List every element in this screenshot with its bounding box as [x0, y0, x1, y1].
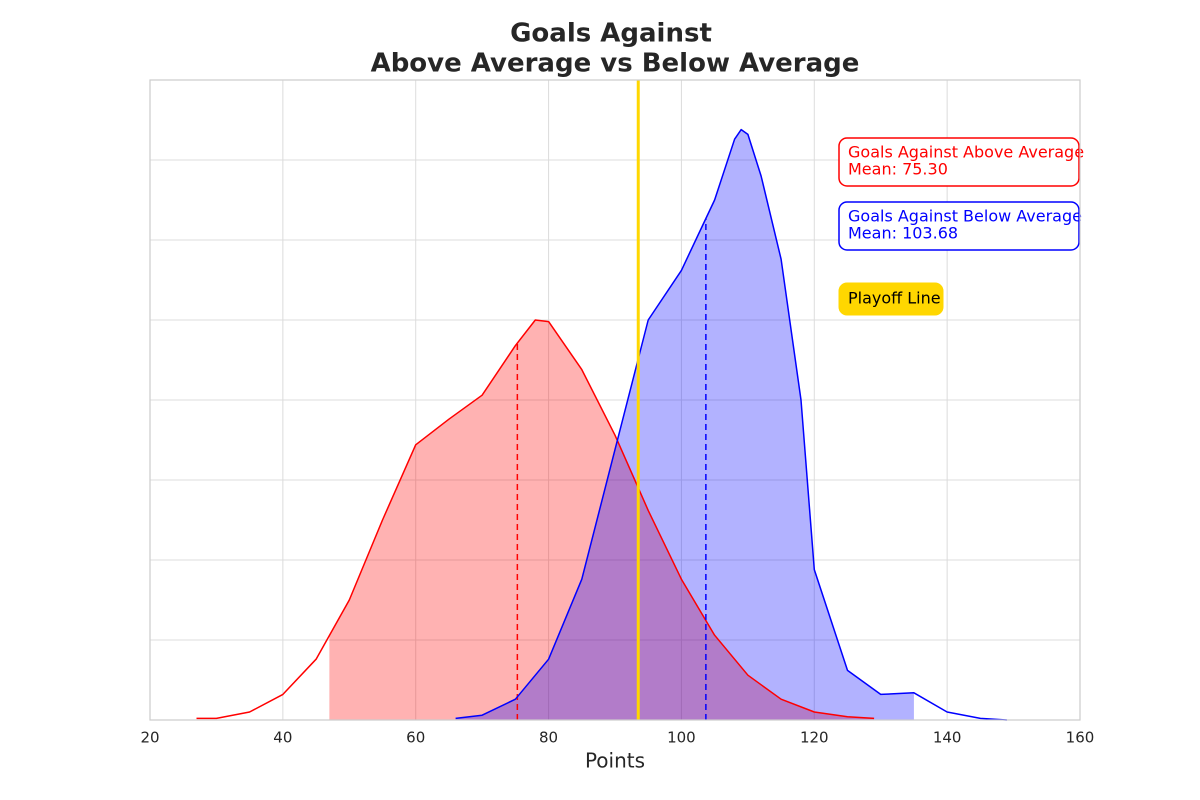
annotation-name: Goals Against Above Average [848, 143, 1084, 162]
annotation-box [838, 282, 944, 316]
annotation-playoff: Playoff Line [848, 289, 941, 308]
density-line [196, 319, 875, 720]
chart-title: Goals Against [510, 19, 712, 49]
x-axis-label: Points [585, 749, 645, 773]
annotation-name: Goals Against Below Average [848, 207, 1082, 226]
x-tick-label: 40 [273, 729, 292, 747]
x-tick-label: 60 [406, 729, 425, 747]
annotation-box [838, 137, 1080, 187]
annotation-box [838, 201, 1080, 251]
x-tick-label: 20 [140, 729, 159, 747]
plot-frame [149, 79, 1081, 721]
annotation-mean: Mean: 75.30 [848, 160, 948, 179]
density-line [455, 128, 1007, 721]
density-fill [455, 129, 914, 720]
density-fill [329, 320, 875, 720]
x-tick-label: 120 [800, 729, 829, 747]
chart-title: Above Average vs Below Average [371, 49, 860, 79]
annotation-mean: Mean: 103.68 [848, 224, 958, 243]
x-tick-label: 80 [539, 729, 558, 747]
x-tick-label: 160 [1066, 729, 1095, 747]
x-tick-label: 100 [667, 729, 696, 747]
x-tick-label: 140 [933, 729, 962, 747]
